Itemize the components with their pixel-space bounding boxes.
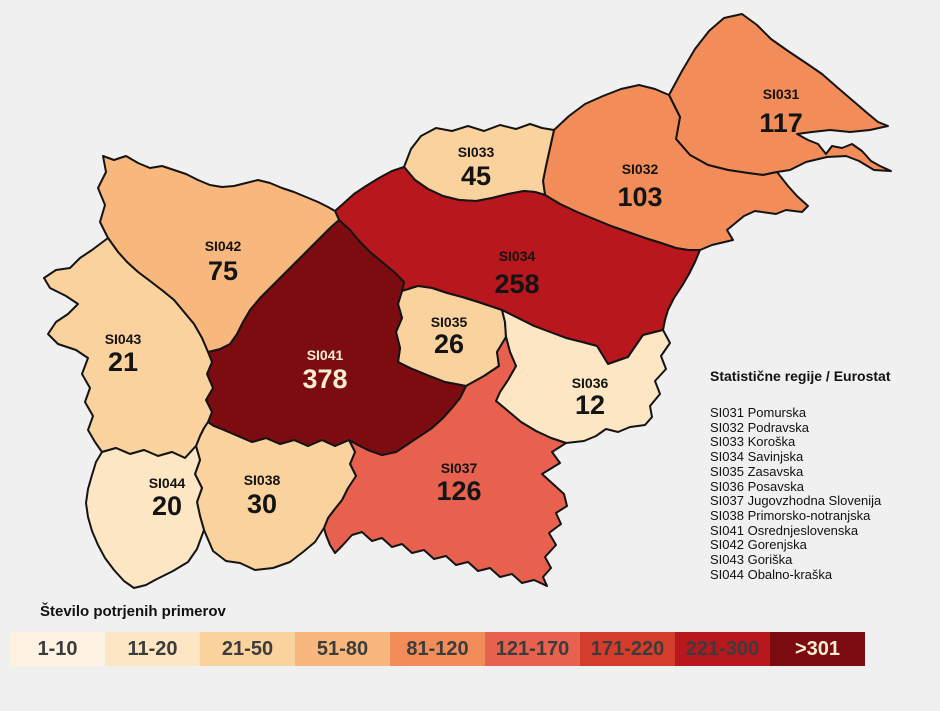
legend-title: Število potrjenih primerov [40,603,226,620]
region-value-label-SI042: 75 [208,256,238,286]
region-code-label-SI034: SI034 [499,248,536,264]
region-code-label-SI042: SI042 [205,238,242,254]
legend-bucket-11-20: 11-20 [105,632,200,666]
region-value-label-SI035: 26 [434,329,464,359]
region-list-item-SI032: SI032 Podravska [710,419,810,435]
region-value-label-SI044: 20 [152,491,182,521]
region-value-label-SI038: 30 [247,489,277,519]
region-list-item-SI043: SI043 Goriška [710,552,793,568]
color-legend: Število potrjenih primerov 1-10 11-20 21-5… [0,603,940,666]
region-list-item-SI041: SI041 Osrednjeslovenska [710,522,859,538]
region-legend-panel: Statistične regije / Eurostat SI031 Pomu… [710,368,935,582]
legend-bucket-1-10: 1-10 [10,632,105,666]
region-value-label-SI034: 258 [494,269,539,299]
legend-strip: 1-10 11-20 21-50 51-80 81-120 121-170 171-220 2… [10,632,865,666]
region-value-label-SI041: 378 [302,364,347,394]
region-value-label-SI031: 117 [759,108,803,138]
region-code-label-SI043: SI043 [105,331,142,347]
region-code-label-SI036: SI036 [572,375,609,391]
region-list: SI031 Pomurska SI032 Podravska SI033 Koroš… [710,405,935,582]
region-shape-SI044 [85,445,205,589]
region-code-label-SI035: SI035 [431,314,468,330]
region-value-label-SI036: 12 [575,390,605,420]
region-code-label-SI044: SI044 [149,475,186,491]
region-list-item-SI044: SI044 Obalno-kraška [710,566,833,582]
region-code-label-SI031: SI031 [763,86,800,102]
region-list-item-SI034: SI034 Savinjska [710,449,804,465]
legend-bucket-171-220: 171-220 [580,632,675,666]
region-list-item-SI036: SI036 Posavska [710,478,804,494]
region-code-label-SI037: SI037 [441,460,478,476]
legend-bucket-221-300: 221-300 [675,632,770,666]
region-list-title: Statistične regije / Eurostat [710,368,891,384]
region-code-label-SI041: SI041 [307,347,344,363]
region-list-item-SI033: SI033 Koroška [710,434,796,450]
region-list-item-SI037: SI037 Jugovzhodna Slovenija [710,493,882,509]
legend-bucket-301: >301 [770,632,865,666]
region-code-label-SI038: SI038 [244,472,281,488]
legend-bucket-121-170: 121-170 [485,632,580,666]
region-list-item-SI035: SI035 Zasavska [710,463,804,479]
legend-bucket-51-80: 51-80 [295,632,390,666]
legend-bucket-81-120: 81-120 [390,632,485,666]
region-value-label-SI033: 45 [461,161,491,191]
region-code-label-SI033: SI033 [458,144,495,160]
region-code-label-SI032: SI032 [622,161,659,177]
region-list-item-SI038: SI038 Primorsko-notranjska [710,507,871,523]
legend-bucket-21-50: 21-50 [200,632,295,666]
region-value-label-SI032: 103 [617,182,662,212]
region-value-label-SI043: 21 [108,347,138,377]
region-list-item-SI031: SI031 Pomurska [710,405,807,420]
region-value-label-SI037: 126 [436,476,481,506]
region-list-item-SI042: SI042 Gorenjska [710,537,807,553]
